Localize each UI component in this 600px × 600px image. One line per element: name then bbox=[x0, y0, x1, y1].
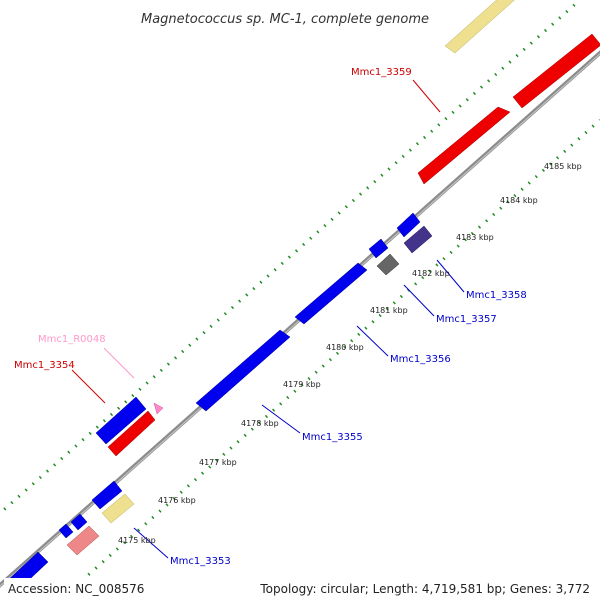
gene-label-mmc1-3358[interactable]: Mmc1_3358 bbox=[466, 290, 527, 301]
leader-line bbox=[403, 284, 435, 317]
genome-summary-text: Topology: circular; Length: 4,719,581 bp… bbox=[256, 578, 594, 600]
leader-line bbox=[103, 347, 135, 379]
label-leaders bbox=[71, 79, 465, 559]
scale-label: 4178 kbp bbox=[241, 419, 279, 428]
gene-feature-mmc1-3355[interactable] bbox=[195, 329, 291, 412]
leader-line bbox=[436, 259, 465, 293]
gene-feature-yellow-top[interactable] bbox=[444, 0, 520, 54]
scale-label: 4176 kbp bbox=[158, 496, 196, 505]
gene-feature-blue-a[interactable] bbox=[91, 480, 123, 510]
gene-feature-pink[interactable] bbox=[66, 525, 100, 556]
gene-feature-blue-c[interactable] bbox=[70, 513, 88, 531]
gene-feature-mmc1-r0048[interactable] bbox=[153, 402, 164, 415]
gene-label-mmc1-3357[interactable]: Mmc1_3357 bbox=[436, 314, 497, 325]
scale-label: 4184 kbp bbox=[500, 196, 538, 205]
gene-feature-mmc1-3354-blue[interactable] bbox=[95, 396, 147, 445]
leader-line bbox=[133, 527, 169, 559]
leader-line bbox=[261, 404, 301, 434]
leader-line bbox=[412, 79, 441, 113]
scale-label: 4183 kbp bbox=[456, 233, 494, 242]
gene-feature-mmc1-3359-a[interactable] bbox=[512, 33, 600, 109]
scale-label: 4179 kbp bbox=[283, 380, 321, 389]
gene-feature-blue-b[interactable] bbox=[58, 523, 74, 539]
gene-label-mmc1-3359[interactable]: Mmc1_3359 bbox=[351, 67, 412, 78]
scale-label: 4180 kbp bbox=[326, 343, 364, 352]
scale-label: 4175 kbp bbox=[118, 536, 156, 545]
gene-label-mmc1-3356[interactable]: Mmc1_3356 bbox=[390, 354, 451, 365]
outer-scale-ring bbox=[0, 0, 581, 516]
gene-feature-mmc1-3358-b[interactable] bbox=[403, 225, 433, 254]
gene-labels: Mmc1_3359 Mmc1_R0048 Mmc1_3354 Mmc1_3358… bbox=[14, 67, 527, 567]
scale-label: 4177 kbp bbox=[199, 458, 237, 467]
gene-feature-mmc1-3357[interactable] bbox=[376, 253, 400, 276]
map-title: Magnetococcus sp. MC-1, complete genome bbox=[141, 12, 429, 27]
gene-label-mmc1-3355[interactable]: Mmc1_3355 bbox=[302, 432, 363, 443]
leader-line bbox=[356, 325, 389, 357]
scale-labels: 4175 kbp 4176 kbp 4177 kbp 4178 kbp 4179… bbox=[118, 162, 582, 545]
gene-label-mmc1-3353[interactable]: Mmc1_3353 bbox=[170, 556, 231, 567]
accession-text: Accession: NC_008576 bbox=[4, 578, 149, 600]
gene-feature-mmc1-3354[interactable] bbox=[107, 410, 156, 457]
gene-feature-mmc1-3359-b[interactable] bbox=[417, 106, 511, 185]
scale-label: 4181 kbp bbox=[370, 306, 408, 315]
gene-label-mmc1-r0048[interactable]: Mmc1_R0048 bbox=[38, 334, 106, 345]
inner-scale-ring bbox=[59, 118, 600, 600]
scale-label: 4182 kbp bbox=[412, 269, 450, 278]
gene-feature-mmc1-3353[interactable] bbox=[101, 493, 135, 524]
gene-feature-mmc1-3358-a[interactable] bbox=[396, 212, 421, 238]
scale-label: 4185 kbp bbox=[544, 162, 582, 171]
gene-label-mmc1-3354[interactable]: Mmc1_3354 bbox=[14, 360, 75, 371]
leader-line bbox=[71, 369, 106, 404]
gene-feature-small-blue[interactable] bbox=[368, 238, 389, 259]
gene-feature-mmc1-3356[interactable] bbox=[294, 262, 368, 325]
